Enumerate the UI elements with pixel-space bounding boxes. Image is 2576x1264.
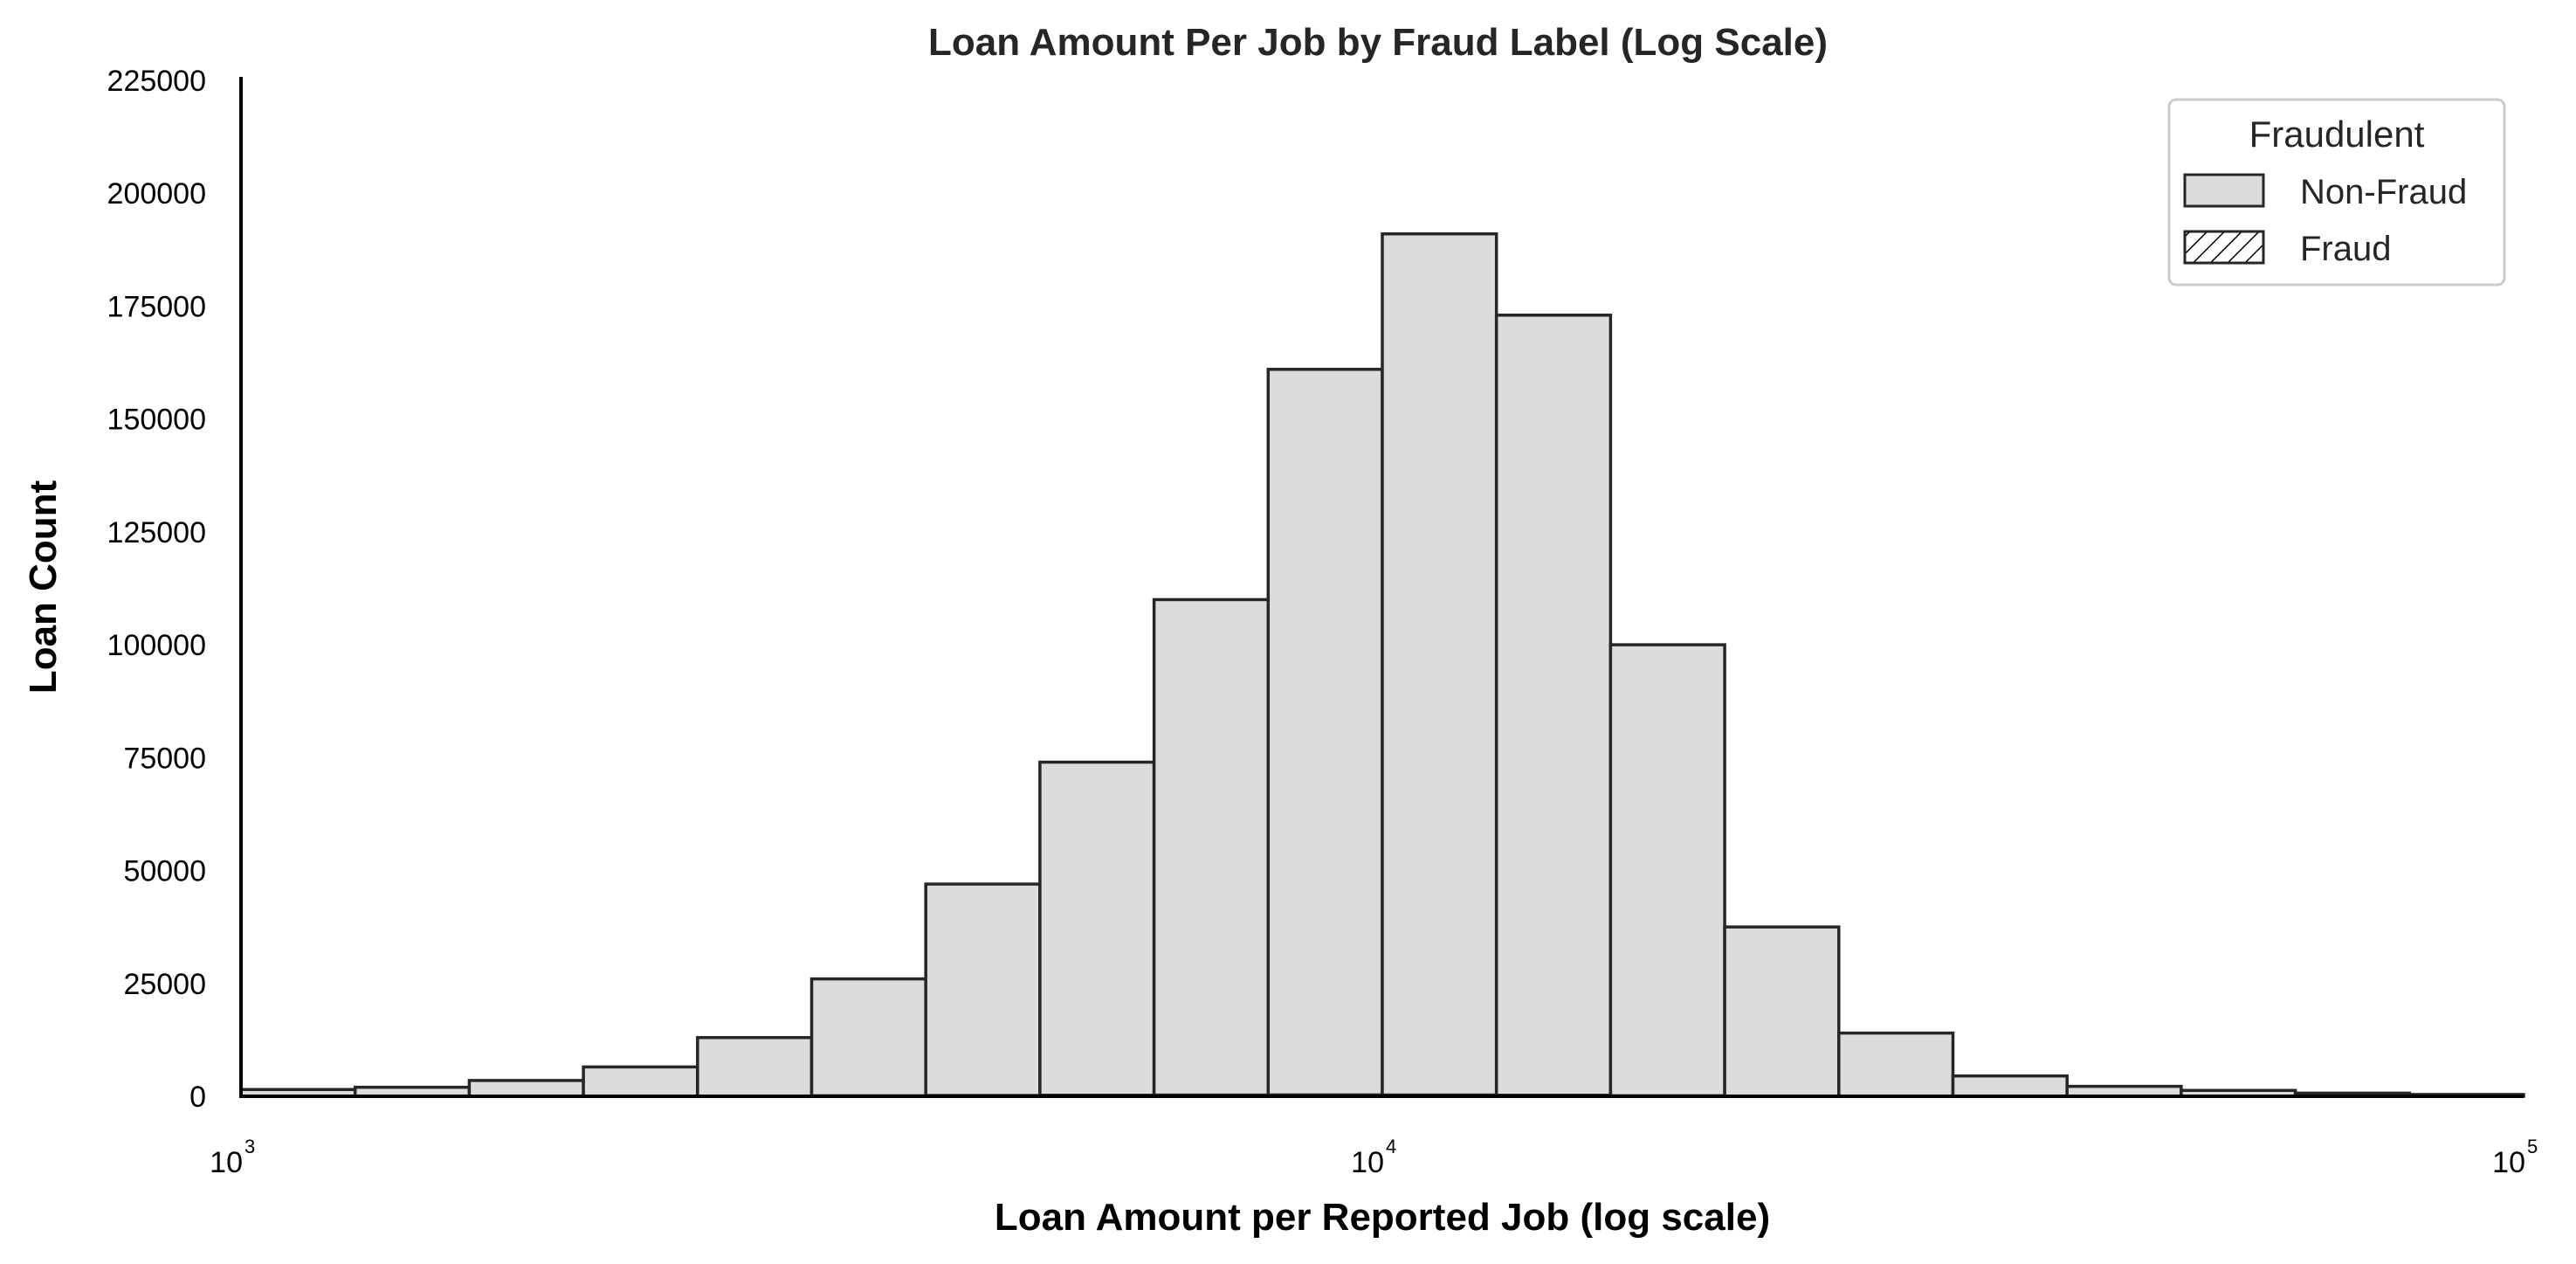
- bar-non-fraud-7: [1038, 760, 1156, 1098]
- y-tick-label: 200000: [107, 177, 206, 211]
- legend-title: Fraudulent: [2249, 114, 2425, 155]
- bar-non-fraud-12: [1608, 643, 1726, 1098]
- bar-non-fraud-4: [696, 1036, 814, 1098]
- x-tick-labels: 10 3 10 4 10 5: [210, 1136, 2538, 1179]
- y-tick-label: 175000: [107, 290, 206, 323]
- bar-non-fraud-15: [1951, 1074, 2069, 1098]
- y-tick-label: 100000: [107, 629, 206, 662]
- x-axis-label: Loan Amount per Reported Job (log scale): [995, 1196, 1770, 1239]
- legend: Fraudulent Non-Fraud Fraud: [2167, 98, 2506, 287]
- bar-non-fraud-6: [924, 882, 1042, 1098]
- y-tick-label: 25000: [123, 968, 206, 1001]
- x-tick-base: 10: [210, 1146, 243, 1179]
- bar-non-fraud-11: [1494, 314, 1613, 1098]
- y-tick-label: 125000: [107, 516, 206, 549]
- x-tick-base: 10: [2492, 1146, 2525, 1179]
- legend-label-fraud: Fraud: [2300, 230, 2392, 268]
- legend-swatch-non-fraud: [2183, 173, 2265, 208]
- x-tick-base: 10: [1351, 1146, 1384, 1179]
- y-tick-label: 75000: [123, 742, 206, 775]
- bar-non-fraud-9: [1266, 368, 1384, 1098]
- y-tick-label: 150000: [107, 404, 206, 437]
- y-tick-label: 50000: [123, 855, 206, 888]
- bar-non-fraud-3: [582, 1065, 699, 1098]
- y-tick-label: 225000: [107, 65, 206, 98]
- x-tick-exponent: 5: [2527, 1136, 2538, 1157]
- x-tick-exponent: 4: [1386, 1136, 1396, 1157]
- bar-non-fraud-8: [1152, 597, 1271, 1098]
- bars-group: [239, 231, 2525, 1098]
- legend-swatch-fraud: [2183, 230, 2265, 265]
- x-tick-label: 10 3: [210, 1136, 255, 1179]
- bar-non-fraud-2: [467, 1079, 585, 1098]
- x-tick-exponent: 3: [245, 1136, 255, 1157]
- y-tick-label: 0: [189, 1081, 206, 1114]
- x-tick-label: 10 4: [1351, 1136, 1396, 1179]
- y-tick-labels: 0 25000 50000 75000 100000 125000 150000 175000…: [107, 65, 206, 1114]
- x-tick-label: 10 5: [2492, 1136, 2538, 1179]
- bar-non-fraud-10: [1381, 231, 1498, 1098]
- bar-non-fraud-13: [1723, 925, 1841, 1098]
- chart-title: Loan Amount Per Job by Fraud Label (Log …: [928, 21, 1828, 64]
- legend-label-non-fraud: Non-Fraud: [2300, 173, 2467, 211]
- bar-non-fraud-14: [1837, 1031, 1955, 1098]
- y-axis-label: Loan Count: [22, 480, 65, 694]
- bar-non-fraud-5: [809, 977, 927, 1098]
